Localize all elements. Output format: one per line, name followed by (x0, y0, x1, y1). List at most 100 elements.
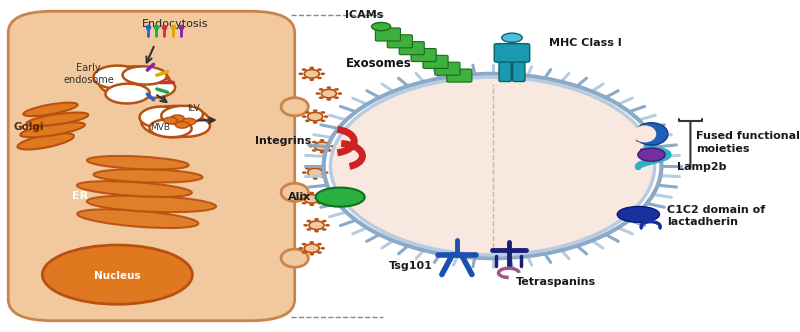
Text: ILV: ILV (187, 104, 200, 113)
Ellipse shape (320, 72, 325, 75)
Ellipse shape (318, 96, 323, 99)
Ellipse shape (312, 141, 317, 143)
Ellipse shape (320, 198, 325, 200)
Ellipse shape (164, 116, 210, 137)
Text: Lamp2b: Lamp2b (677, 162, 726, 172)
Ellipse shape (302, 77, 306, 79)
Ellipse shape (26, 113, 88, 126)
Text: Integrins: Integrins (254, 136, 311, 146)
FancyBboxPatch shape (499, 48, 511, 82)
Ellipse shape (326, 98, 331, 101)
Ellipse shape (304, 244, 319, 253)
Ellipse shape (371, 23, 390, 31)
Ellipse shape (94, 66, 142, 89)
Text: C1C2 domain of
lactadherin: C1C2 domain of lactadherin (667, 205, 766, 227)
Ellipse shape (305, 120, 310, 122)
Ellipse shape (310, 67, 314, 69)
FancyBboxPatch shape (446, 69, 472, 82)
Ellipse shape (321, 111, 326, 114)
Ellipse shape (305, 175, 310, 178)
Ellipse shape (321, 120, 326, 122)
Ellipse shape (317, 68, 322, 71)
Ellipse shape (308, 168, 322, 177)
Ellipse shape (87, 196, 216, 212)
Ellipse shape (320, 151, 324, 153)
Ellipse shape (128, 76, 175, 98)
Ellipse shape (170, 115, 184, 122)
Ellipse shape (325, 224, 330, 226)
Ellipse shape (326, 86, 331, 89)
Ellipse shape (322, 220, 326, 222)
Ellipse shape (313, 165, 318, 168)
Ellipse shape (314, 142, 330, 150)
Ellipse shape (317, 77, 322, 79)
FancyBboxPatch shape (387, 35, 412, 48)
Ellipse shape (302, 68, 306, 71)
Ellipse shape (77, 181, 192, 197)
Ellipse shape (87, 156, 189, 169)
Ellipse shape (122, 66, 166, 85)
Ellipse shape (321, 167, 326, 170)
Ellipse shape (321, 175, 326, 178)
Ellipse shape (142, 106, 210, 137)
Ellipse shape (78, 209, 198, 228)
Ellipse shape (42, 245, 192, 304)
Ellipse shape (317, 251, 322, 254)
Ellipse shape (330, 77, 654, 255)
Ellipse shape (314, 230, 319, 232)
FancyBboxPatch shape (435, 62, 460, 75)
Ellipse shape (298, 198, 303, 200)
Text: Fused functional
moieties: Fused functional moieties (696, 131, 800, 154)
Ellipse shape (304, 69, 319, 78)
Ellipse shape (305, 111, 310, 114)
Ellipse shape (298, 247, 303, 250)
Ellipse shape (150, 119, 192, 137)
Ellipse shape (310, 204, 314, 206)
Ellipse shape (327, 141, 332, 143)
Text: Early
endosome: Early endosome (63, 63, 114, 85)
Ellipse shape (175, 122, 189, 128)
Ellipse shape (310, 253, 314, 256)
Ellipse shape (182, 118, 196, 125)
Ellipse shape (315, 92, 320, 95)
Ellipse shape (281, 98, 308, 116)
Text: Exosomes: Exosomes (346, 57, 412, 70)
Ellipse shape (638, 148, 665, 161)
Ellipse shape (302, 243, 306, 245)
Ellipse shape (302, 251, 306, 254)
Ellipse shape (20, 122, 85, 137)
Ellipse shape (324, 115, 329, 118)
Ellipse shape (502, 33, 522, 42)
Ellipse shape (164, 117, 178, 124)
Text: MHC Class I: MHC Class I (550, 38, 622, 48)
Ellipse shape (139, 107, 184, 128)
Ellipse shape (305, 167, 310, 170)
Ellipse shape (302, 194, 306, 196)
Text: MVB: MVB (150, 123, 170, 132)
Ellipse shape (322, 228, 326, 231)
Ellipse shape (324, 171, 329, 174)
Ellipse shape (314, 218, 319, 221)
Ellipse shape (162, 106, 203, 124)
Ellipse shape (308, 112, 322, 121)
Ellipse shape (310, 192, 314, 194)
Ellipse shape (94, 169, 202, 183)
Ellipse shape (317, 194, 322, 196)
Ellipse shape (334, 88, 339, 91)
Ellipse shape (106, 84, 150, 104)
Text: Small sized
Microvesicles: Small sized Microvesicles (346, 145, 435, 174)
Ellipse shape (23, 103, 78, 116)
Ellipse shape (635, 123, 668, 145)
FancyBboxPatch shape (399, 42, 424, 55)
Ellipse shape (327, 149, 332, 152)
Ellipse shape (313, 177, 318, 180)
Ellipse shape (302, 171, 306, 174)
Ellipse shape (303, 224, 308, 226)
Text: Nucleus: Nucleus (94, 271, 141, 281)
Text: Endocytosis: Endocytosis (142, 20, 209, 30)
Ellipse shape (306, 228, 311, 231)
FancyBboxPatch shape (375, 28, 401, 41)
Ellipse shape (98, 66, 170, 98)
Ellipse shape (298, 72, 303, 75)
Ellipse shape (633, 125, 656, 142)
